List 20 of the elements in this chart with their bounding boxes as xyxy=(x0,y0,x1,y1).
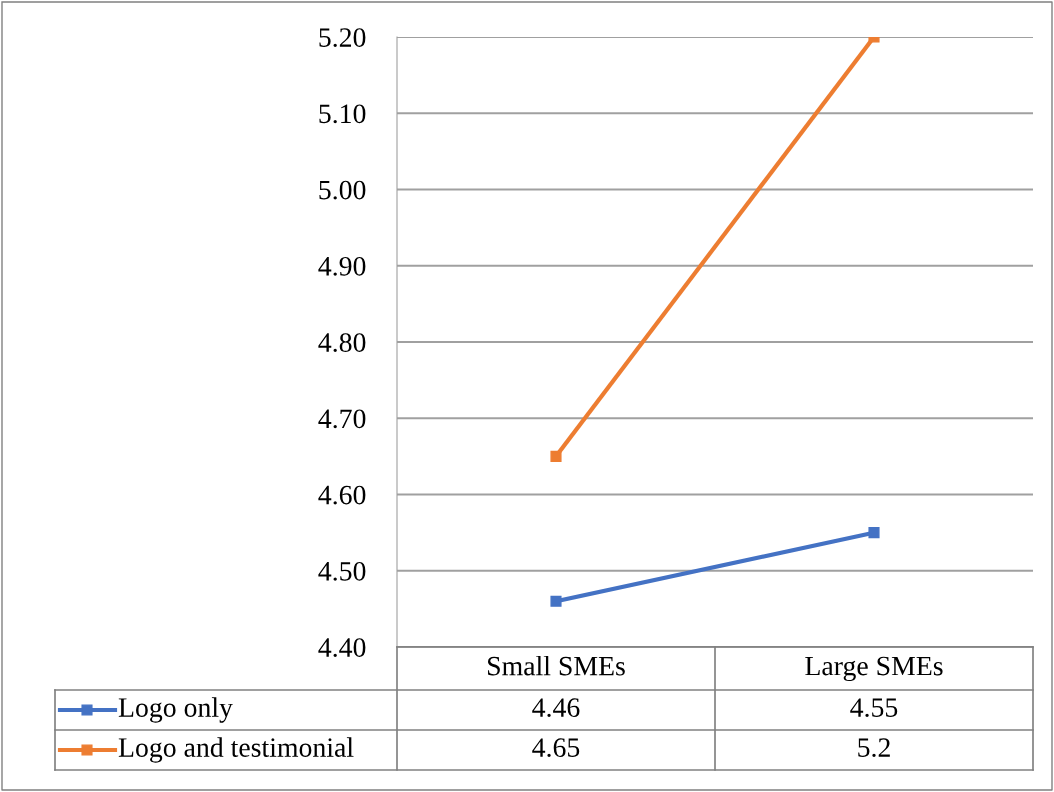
y-tick-label: 4.50 xyxy=(318,561,366,581)
point xyxy=(868,527,880,539)
y-tick-label: 5.00 xyxy=(319,180,366,200)
y-tick-label: 4.60 xyxy=(318,485,366,505)
data-label: 4.55 xyxy=(850,698,898,718)
data-label: 4.46 xyxy=(532,698,580,718)
x-tick-label: Large SMEs xyxy=(805,656,943,682)
point xyxy=(550,595,562,607)
data-label: 4.65 xyxy=(532,738,580,758)
y-tick-label: 4.90 xyxy=(318,256,366,276)
y-tick-label: 4.70 xyxy=(318,409,366,429)
point xyxy=(550,450,562,462)
y-tick-label: 4.80 xyxy=(318,333,366,353)
legend-label: Logo and testimonial xyxy=(118,737,354,763)
y-tick-label: 4.40 xyxy=(318,638,366,658)
data-label: 5.2 xyxy=(858,738,890,758)
legend-label: Logo only xyxy=(118,697,233,723)
y-tick-label: 5.20 xyxy=(319,28,366,48)
x-tick-label: Small SMEs xyxy=(488,655,625,676)
y-tick-label: 5.10 xyxy=(319,104,366,124)
